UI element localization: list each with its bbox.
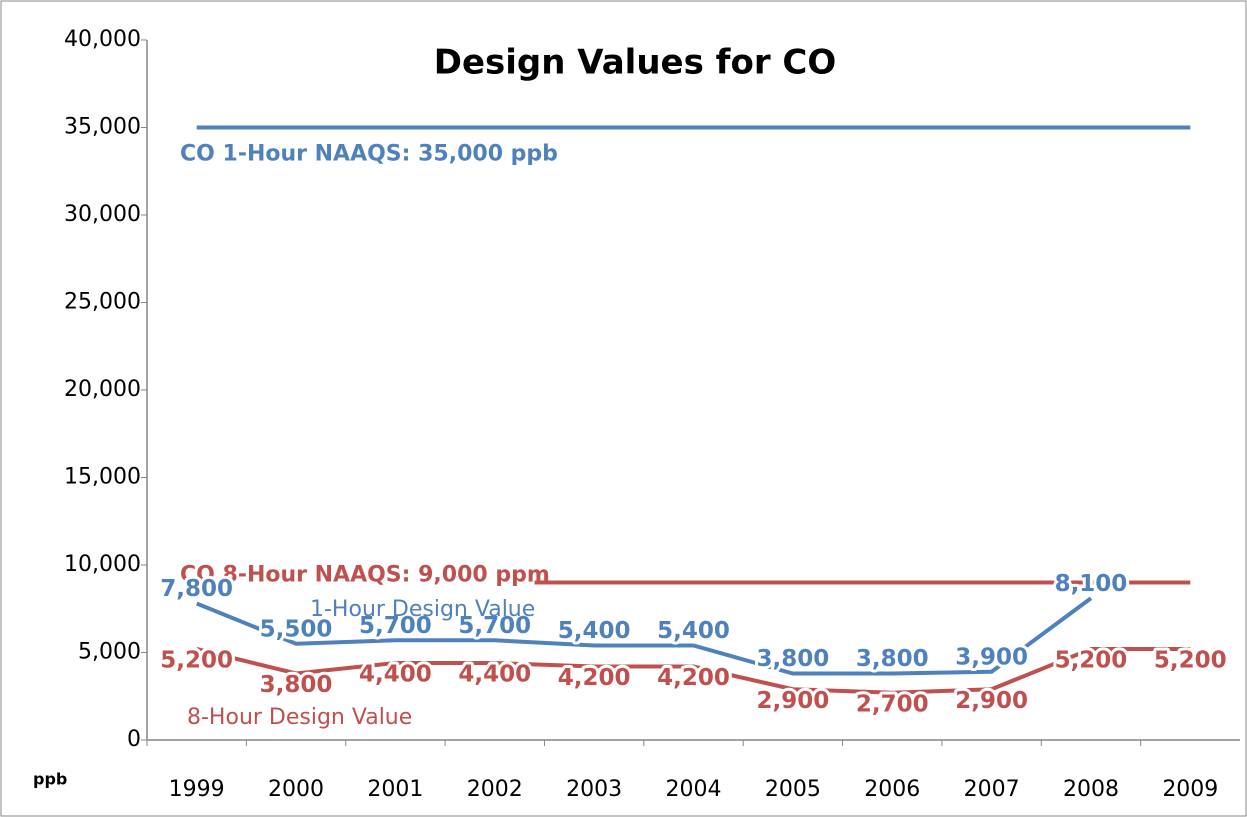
x-tick-label: 2005	[765, 777, 821, 802]
x-tick-label: 2003	[566, 777, 622, 802]
data-label: 2,700	[856, 691, 929, 717]
data-label: 3,800	[756, 646, 829, 672]
x-tick-label: 2006	[864, 777, 920, 802]
data-label: 8,100	[1055, 571, 1128, 597]
data-label: 2,900	[955, 688, 1028, 714]
data-label: 4,400	[359, 662, 432, 688]
data-label: 5,500	[260, 616, 333, 642]
x-tick-label: 1999	[169, 777, 225, 802]
data-label: 7,800	[160, 576, 233, 602]
x-tick-label: 2008	[1063, 777, 1119, 802]
data-label: 2,900	[756, 688, 829, 714]
data-label: 5,700	[359, 613, 432, 639]
x-tick-label: 2004	[666, 777, 722, 802]
chart-title: Design Values for CO	[434, 43, 837, 83]
series-name: 1-Hour Design Value	[310, 597, 535, 622]
series-name: 8-Hour Design Value	[187, 705, 412, 730]
data-label: 3,800	[260, 672, 333, 698]
y-tick-label: 30,000	[64, 202, 141, 227]
y-tick-label: 15,000	[64, 465, 141, 490]
data-label: 5,700	[458, 613, 531, 639]
x-tick-label: 2009	[1162, 777, 1218, 802]
y-tick-label: 10,000	[64, 552, 141, 577]
data-label: 5,400	[657, 618, 730, 644]
x-tick-label: 2000	[268, 777, 324, 802]
data-label: 3,900	[955, 644, 1028, 670]
y-tick-label: 5,000	[78, 640, 141, 665]
y-tick-label: 0	[127, 727, 141, 752]
series-line	[195, 596, 1093, 676]
data-label: 5,200	[1055, 648, 1128, 674]
reference-label: CO 8-Hour NAAQS: 9,000 ppm	[180, 563, 550, 588]
series-line	[196, 647, 1191, 695]
x-tick-label: 2002	[467, 777, 523, 802]
data-label: 3,800	[856, 646, 929, 672]
data-label: 4,400	[458, 662, 531, 688]
y-tick-label: 25,000	[64, 290, 141, 315]
reference-label: CO 1-Hour NAAQS: 35,000 ppb	[180, 142, 558, 167]
data-label: 4,200	[558, 665, 631, 691]
data-label: 5,200	[160, 648, 233, 674]
data-label: 4,200	[657, 665, 730, 691]
data-label: 5,400	[558, 618, 631, 644]
y-tick-label: 35,000	[64, 115, 141, 140]
x-tick-label: 2007	[964, 777, 1020, 802]
x-tick-label: 2001	[367, 777, 423, 802]
y-axis-label: ppb	[33, 770, 67, 789]
y-tick-label: 20,000	[64, 377, 141, 402]
data-label: 5,200	[1154, 648, 1227, 674]
y-tick-label: 40,000	[64, 27, 141, 52]
